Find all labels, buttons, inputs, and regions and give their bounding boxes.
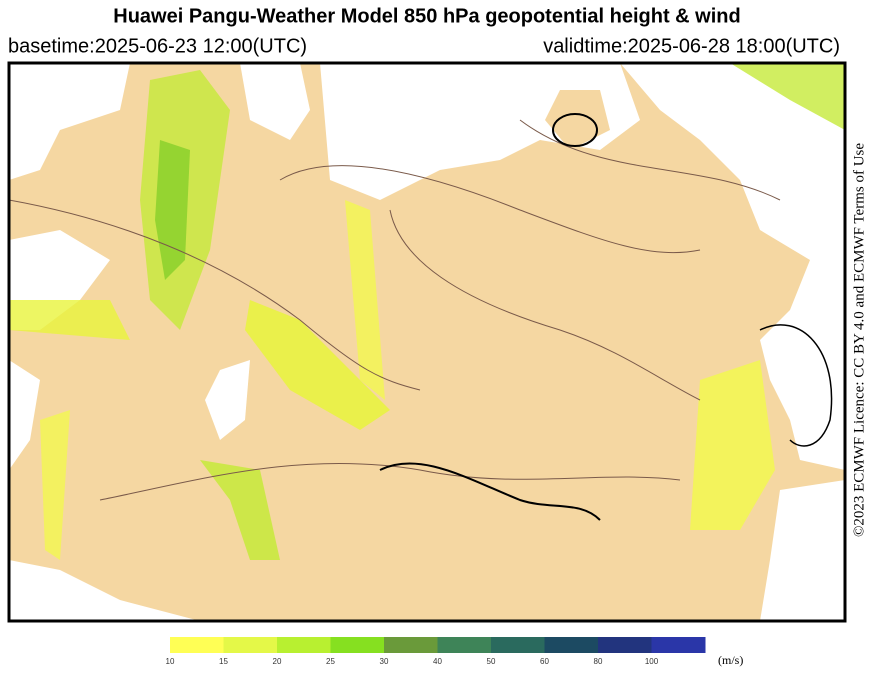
- colorbar-tick-label: 30: [380, 657, 389, 666]
- contours: [9, 113, 833, 521]
- pacific-ocean: [620, 63, 845, 470]
- wind-band: [40, 410, 70, 560]
- colorbar-unit: (m/s): [718, 653, 743, 667]
- land: [545, 90, 610, 150]
- colorbar-cell: [384, 637, 438, 653]
- sea: [240, 63, 310, 140]
- colorbar-tick-label: 15: [219, 657, 228, 666]
- colorbar-cell: [437, 637, 492, 653]
- wind-band: [345, 200, 385, 400]
- colorbar-cell: [491, 637, 545, 653]
- license: ©2023 ECMWF Licence: CC BY 4.0 and ECMWF…: [851, 143, 867, 537]
- validtime: validtime:2025-06-28 18:00(UTC): [543, 35, 840, 57]
- title: Huawei Pangu-Weather Model 850 hPa geopo…: [113, 5, 740, 27]
- wind-band: [730, 63, 845, 130]
- sea: [9, 63, 130, 180]
- sea: [9, 560, 200, 621]
- colorbar-cell: [598, 637, 652, 653]
- wind-band: [155, 140, 190, 280]
- colorbar-tick-label: 10: [166, 657, 175, 666]
- colorbar-tick-label: 50: [487, 657, 496, 666]
- wind-band: [690, 360, 775, 530]
- sea: [9, 360, 40, 470]
- colorbar-tick-label: 80: [594, 657, 603, 666]
- colorbar-tick-label: 25: [326, 657, 335, 666]
- caspian-sea: [205, 360, 250, 440]
- map-frame: [7, 61, 847, 623]
- basetime: basetime:2025-06-23 12:00(UTC): [8, 35, 307, 57]
- colorbar-cell: [223, 637, 278, 653]
- sea: [760, 480, 845, 621]
- colorbar-tick-label: 40: [433, 657, 442, 666]
- colorbar-cell: [277, 637, 331, 653]
- colorbar-tick-label: 60: [540, 657, 549, 666]
- colorbar-cell: [544, 637, 599, 653]
- colorbar-tick-label: 20: [273, 657, 282, 666]
- wind-band: [245, 300, 390, 430]
- map: [7, 61, 847, 623]
- wind-band: [200, 460, 280, 560]
- colorbar-cell: [330, 637, 385, 653]
- wind-band: [9, 300, 130, 340]
- colorbar-cell: [170, 637, 224, 653]
- colorbar: 10 15 20 25 30 40 50 60 80 100 (m/s): [166, 637, 743, 667]
- colorbar-cell: [651, 637, 706, 653]
- colorbar-tick-label: 100: [645, 657, 659, 666]
